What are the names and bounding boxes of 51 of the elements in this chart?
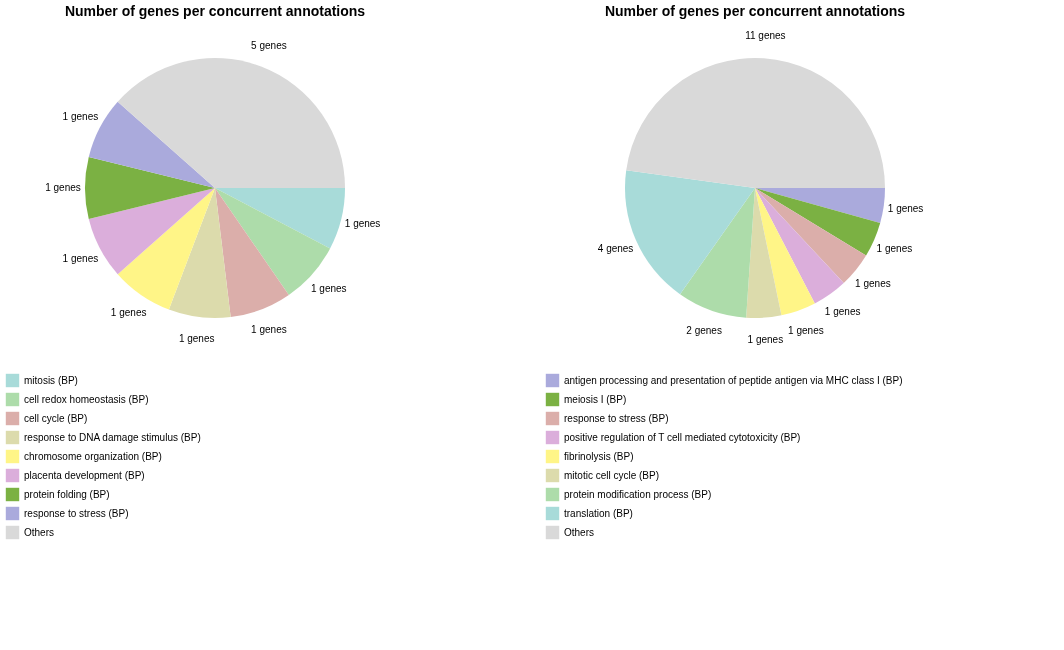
data-label: 1 genes: [876, 242, 913, 254]
legend-label: protein modification process (BP): [564, 488, 712, 500]
data-label: 4 genes: [597, 242, 634, 254]
legend-label: positive regulation of T cell mediated cytotoxicity (BP): [564, 431, 801, 443]
legend-label: Others: [564, 526, 595, 538]
legend-label: response to DNA damage stimulus (BP): [24, 431, 201, 443]
chart-title: Number of genes per concurrent annotations: [64, 3, 366, 19]
legend-label: mitotic cell cycle (BP): [564, 469, 660, 481]
legend-label: response to stress (BP): [24, 507, 129, 519]
data-label: 1 genes: [45, 182, 81, 193]
pie-slice: [755, 188, 815, 316]
data-label: 1 genes: [310, 282, 347, 294]
chart-title: Number of genes per concurrent annotations: [604, 3, 906, 19]
data-label: 1 genes: [887, 202, 924, 214]
legend-label: Others: [24, 526, 55, 538]
legend-label: cell redox homeostasis (BP): [24, 393, 149, 405]
legend-label: cell cycle (BP): [24, 412, 88, 424]
legend-label: chromosome organization (BP): [24, 450, 162, 462]
data-label: 1 genes: [110, 307, 147, 319]
pie-slice: [117, 188, 215, 310]
pie-slice: [626, 58, 885, 188]
legend-label: placenta development (BP): [24, 469, 145, 481]
pie-slice: [85, 156, 215, 220]
pie-slice: [755, 188, 844, 304]
data-label: 1 genes: [747, 333, 784, 345]
legend-label: protein folding (BP): [24, 488, 110, 500]
legend-label: fibrinolysis (BP): [564, 450, 634, 462]
data-label: 1 genes: [344, 218, 381, 230]
legend-label: response to stress (BP): [564, 412, 669, 424]
legend-label: mitosis (BP): [24, 374, 78, 386]
pie-slice: [168, 188, 231, 318]
data-label: 1 genes: [62, 252, 99, 264]
data-label: 1 genes: [178, 332, 215, 344]
pie-slice: [117, 58, 345, 188]
pie-slice: [215, 188, 289, 318]
data-label: 1 genes: [855, 277, 891, 289]
pie-slice: [746, 188, 782, 318]
legend-label: antigen processing and presentation of peptide antigen via MHC class I (BP): [564, 374, 903, 386]
data-label: 1 genes: [788, 325, 824, 337]
legend-label: translation (BP): [564, 507, 633, 519]
legend-label: meiosis I (BP): [564, 393, 627, 405]
data-label: 5 genes: [251, 39, 287, 51]
data-label: 1 genes: [251, 324, 287, 336]
data-label: 1 genes: [62, 111, 99, 123]
data-label: 11 genes: [745, 30, 786, 42]
data-label: 1 genes: [824, 306, 861, 318]
data-label: 2 genes: [686, 325, 722, 337]
pie-slice: [755, 188, 881, 256]
pie-slice: [680, 188, 755, 318]
pie-slice: [755, 188, 885, 224]
pie-slice: [215, 188, 345, 249]
